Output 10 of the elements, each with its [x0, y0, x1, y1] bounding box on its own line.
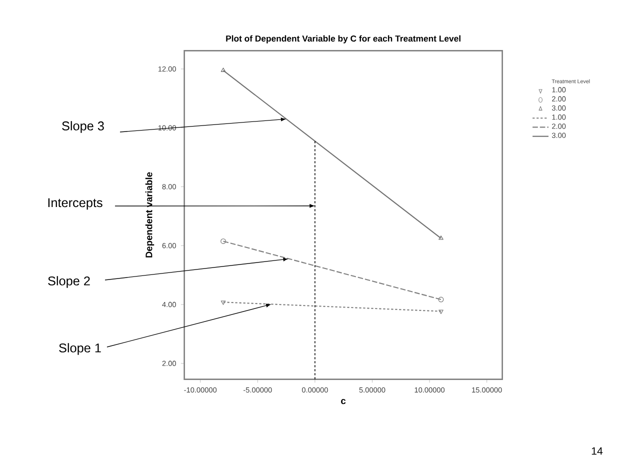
annotation: Slope 3 — [62, 121, 104, 133]
text: 14 — [592, 447, 603, 455]
point — [438, 296, 444, 302]
chart-title: Plot of Dependent Variable by C for each Treatment Level — [226, 35, 460, 44]
annotation: Intercepts — [48, 198, 102, 210]
annotation: Slope 2 — [48, 276, 90, 288]
x-axis-title: c — [341, 399, 346, 404]
annotation: Slope 1 — [59, 343, 101, 355]
y-axis-title: Dependent variable — [145, 172, 154, 258]
point — [220, 238, 226, 244]
